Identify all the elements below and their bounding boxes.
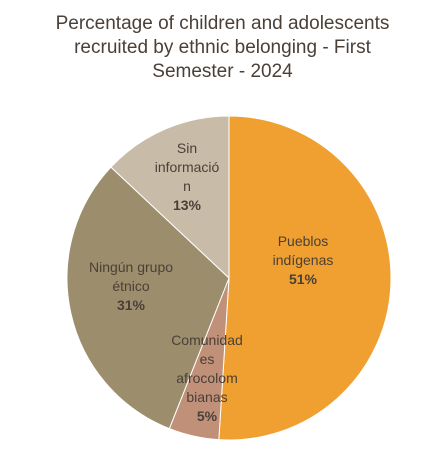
slice-category-label-2-line-1: étnico	[112, 278, 150, 294]
chart-title-line-1: Percentage of children and adolescents	[55, 13, 390, 34]
slice-label-1: Comunidad es afrocolom bianas 5%	[171, 332, 243, 424]
slice-category-label-1-line-0: Comunidad	[171, 332, 243, 348]
slice-category-label-1-line-1: es	[200, 351, 215, 367]
slice-value-label-2: 31%	[117, 297, 146, 313]
slice-category-label-1-line-3: bianas	[186, 389, 227, 405]
pie-slice-2	[66, 166, 230, 430]
slice-label-2: Ningún grupo étnico 31%	[89, 259, 173, 313]
slice-category-label-0-line-1: indígenas	[273, 252, 334, 268]
slice-value-label-0: 51%	[289, 271, 318, 287]
slice-category-label-3-line-0: Sin	[177, 140, 197, 156]
slice-category-label-2-line-0: Ningún grupo	[89, 259, 173, 275]
slice-label-3: Sin informació n 13%	[155, 140, 220, 213]
chart-title: Percentage of children and adolescents r…	[32, 12, 413, 84]
chart-title-line-2: recruited by ethnic belonging - First	[74, 37, 371, 58]
pie-slice-3	[110, 115, 230, 280]
slice-category-label-3-line-1: informació	[155, 159, 220, 175]
slice-category-label-3-line-2: n	[183, 178, 191, 194]
chart-title-line-3: Semester - 2024	[152, 61, 293, 82]
pie-slice-0	[218, 115, 392, 441]
slice-category-label-0-line-0: Pueblos	[278, 233, 329, 249]
slice-value-label-3: 13%	[173, 197, 202, 213]
slice-category-label-1-line-2: afrocolom	[176, 370, 237, 386]
slice-value-label-1: 5%	[197, 408, 218, 424]
slice-label-0: Pueblos indígenas 51%	[273, 233, 334, 287]
